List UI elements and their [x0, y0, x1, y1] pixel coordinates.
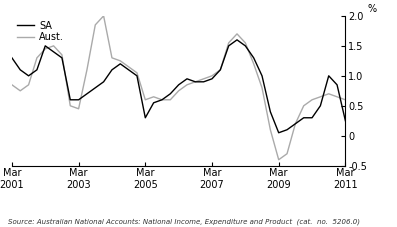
- SA: [285, 128, 289, 131]
- Aust.: [168, 99, 173, 101]
- Aust.: [85, 69, 89, 71]
- Aust.: [293, 122, 298, 125]
- Aust.: [210, 74, 214, 77]
- Y-axis label: %: %: [368, 4, 377, 14]
- Aust.: [76, 107, 81, 110]
- SA: [251, 57, 256, 59]
- Aust.: [310, 99, 314, 101]
- Aust.: [93, 24, 98, 26]
- SA: [110, 69, 114, 71]
- SA: [293, 122, 298, 125]
- SA: [318, 104, 323, 107]
- SA: [10, 57, 14, 59]
- SA: [343, 119, 348, 122]
- SA: [85, 92, 89, 95]
- Aust.: [118, 59, 123, 62]
- Aust.: [335, 95, 339, 98]
- Aust.: [243, 42, 248, 44]
- Aust.: [126, 65, 131, 68]
- Aust.: [10, 84, 14, 86]
- Aust.: [318, 95, 323, 98]
- SA: [176, 84, 181, 86]
- Aust.: [251, 62, 256, 65]
- Aust.: [343, 99, 348, 101]
- Aust.: [18, 89, 23, 92]
- SA: [235, 39, 239, 41]
- Legend: SA, Aust.: SA, Aust.: [17, 21, 64, 42]
- Line: Aust.: Aust.: [12, 16, 345, 160]
- SA: [126, 69, 131, 71]
- Aust.: [193, 80, 198, 83]
- SA: [226, 44, 231, 47]
- Aust.: [43, 47, 48, 50]
- SA: [143, 116, 148, 119]
- Aust.: [226, 42, 231, 44]
- Aust.: [276, 158, 281, 161]
- SA: [201, 80, 206, 83]
- SA: [26, 74, 31, 77]
- SA: [218, 69, 223, 71]
- Aust.: [301, 104, 306, 107]
- SA: [43, 44, 48, 47]
- SA: [210, 77, 214, 80]
- Aust.: [285, 152, 289, 155]
- Aust.: [326, 92, 331, 95]
- SA: [160, 99, 164, 101]
- Aust.: [51, 44, 56, 47]
- SA: [35, 69, 39, 71]
- Aust.: [60, 54, 64, 56]
- Aust.: [218, 69, 223, 71]
- SA: [135, 74, 139, 77]
- SA: [243, 44, 248, 47]
- Aust.: [160, 99, 164, 101]
- Aust.: [235, 32, 239, 35]
- SA: [326, 74, 331, 77]
- SA: [168, 92, 173, 95]
- Aust.: [260, 86, 264, 89]
- SA: [260, 74, 264, 77]
- Aust.: [185, 84, 189, 86]
- SA: [118, 62, 123, 65]
- Text: Source: Australian National Accounts: National Income, Expenditure and Product  : Source: Australian National Accounts: Na…: [8, 218, 360, 225]
- Aust.: [135, 72, 139, 74]
- SA: [151, 101, 156, 104]
- SA: [68, 99, 73, 101]
- Aust.: [26, 84, 31, 86]
- SA: [185, 77, 189, 80]
- Aust.: [101, 15, 106, 17]
- SA: [268, 110, 273, 113]
- Aust.: [68, 104, 73, 107]
- Aust.: [35, 57, 39, 59]
- SA: [335, 84, 339, 86]
- Aust.: [268, 128, 273, 131]
- SA: [76, 99, 81, 101]
- SA: [60, 57, 64, 59]
- SA: [18, 69, 23, 71]
- SA: [93, 86, 98, 89]
- Aust.: [201, 77, 206, 80]
- SA: [101, 80, 106, 83]
- SA: [310, 116, 314, 119]
- Aust.: [143, 99, 148, 101]
- SA: [301, 116, 306, 119]
- SA: [193, 80, 198, 83]
- Aust.: [110, 57, 114, 59]
- Aust.: [151, 95, 156, 98]
- SA: [51, 50, 56, 53]
- SA: [276, 131, 281, 134]
- Aust.: [176, 89, 181, 92]
- Line: SA: SA: [12, 40, 345, 133]
